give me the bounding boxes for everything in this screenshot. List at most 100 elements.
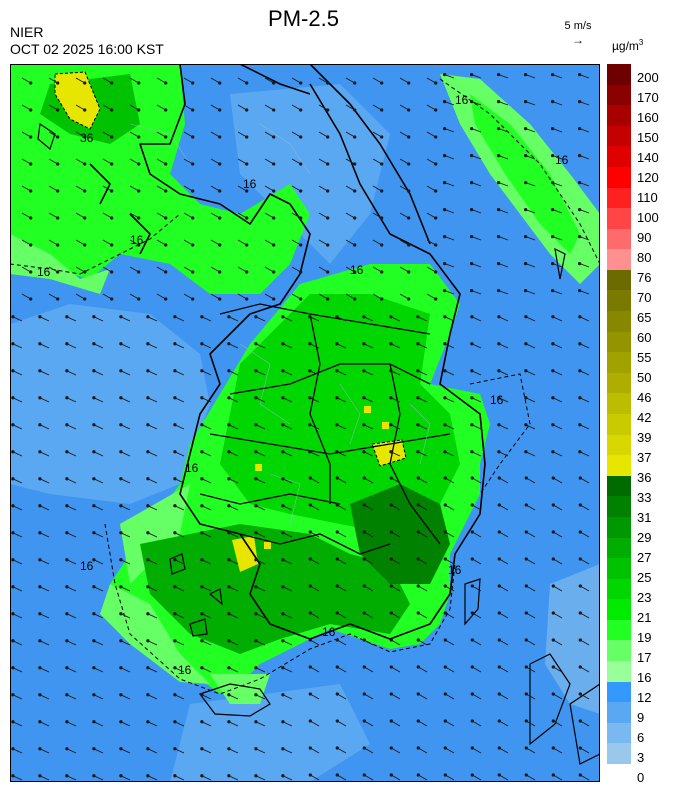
wind-vector-arrow-icon	[282, 640, 293, 646]
wind-vector-arrow-icon	[291, 77, 301, 84]
wind-vector-arrow-icon	[472, 585, 482, 592]
wind-vector-arrow-icon	[201, 613, 212, 619]
wind-vector-head-icon	[497, 746, 501, 750]
wind-vector-head-icon	[38, 720, 42, 724]
wind-vector-head-icon	[29, 216, 33, 220]
wind-vector-head-icon	[577, 288, 582, 293]
wind-vector-arrow-icon	[580, 531, 590, 538]
wind-vector-head-icon	[245, 243, 249, 247]
wind-vector-head-icon	[353, 216, 357, 220]
wind-vector-head-icon	[119, 747, 123, 751]
wind-vector-arrow-icon	[156, 104, 166, 111]
wind-vector-head-icon	[380, 81, 384, 85]
legend-swatch	[607, 516, 631, 539]
wind-vector-arrow-icon	[418, 558, 428, 565]
wind-vector-arrow-icon	[39, 748, 50, 754]
wind-vector-arrow-icon	[552, 182, 563, 187]
wind-vector-head-icon	[272, 108, 276, 112]
wind-reference: 5 m/s →	[560, 20, 596, 46]
wind-vector-arrow-icon	[12, 532, 23, 538]
legend-swatch	[607, 84, 631, 106]
wind-vector-head-icon	[523, 153, 528, 158]
wind-vector-arrow-icon	[21, 293, 31, 300]
wind-vector-arrow-icon	[201, 478, 212, 484]
wind-vector-head-icon	[470, 530, 474, 534]
wind-vector-head-icon	[443, 503, 447, 507]
wind-vector-arrow-icon	[39, 694, 50, 700]
wind-vector-arrow-icon	[255, 586, 266, 592]
wind-vector-head-icon	[146, 504, 150, 508]
wind-vector-arrow-icon	[337, 531, 347, 538]
wind-vector-head-icon	[299, 243, 303, 247]
wind-vector-arrow-icon	[525, 316, 536, 322]
wind-vector-head-icon	[523, 72, 528, 77]
wind-vector-head-icon	[281, 342, 285, 346]
wind-vector-head-icon	[227, 639, 231, 643]
wind-vector-head-icon	[299, 297, 303, 301]
wind-vector-head-icon	[550, 288, 555, 293]
wind-vector-arrow-icon	[417, 370, 428, 376]
wind-vector-head-icon	[389, 719, 393, 723]
wind-vector-arrow-icon	[174, 721, 185, 727]
wind-vector-arrow-icon	[228, 424, 239, 430]
wind-vector-arrow-icon	[498, 128, 509, 133]
wind-vector-arrow-icon	[156, 185, 166, 192]
wind-vector-head-icon	[200, 666, 204, 670]
wind-vector-arrow-icon	[156, 212, 166, 219]
wind-vector-head-icon	[380, 108, 384, 112]
wind-vector-head-icon	[92, 477, 96, 481]
wind-vector-head-icon	[254, 612, 258, 616]
wind-vector-head-icon	[272, 81, 276, 85]
wind-vector-arrow-icon	[39, 640, 50, 646]
wind-vector-head-icon	[389, 476, 393, 480]
wind-vector-head-icon	[577, 72, 582, 77]
wind-vector-head-icon	[578, 476, 582, 480]
wind-vector-arrow-icon	[210, 131, 220, 138]
wind-vector-head-icon	[577, 261, 582, 266]
legend-label: 140	[637, 150, 659, 165]
wind-vector-head-icon	[308, 719, 312, 723]
wind-vector-head-icon	[308, 423, 312, 427]
hotspot-cell	[382, 422, 389, 429]
wind-vector-head-icon	[470, 584, 474, 588]
wind-vector-arrow-icon	[345, 293, 355, 300]
wind-vector-arrow-icon	[444, 101, 455, 106]
wind-vector-head-icon	[496, 207, 501, 212]
wind-vector-arrow-icon	[525, 74, 536, 79]
wind-vector-head-icon	[335, 773, 339, 777]
hotspot-southeast	[371, 439, 407, 467]
wind-vector-arrow-icon	[553, 693, 563, 700]
wind-vector-head-icon	[308, 557, 312, 561]
wind-vector-head-icon	[299, 270, 303, 274]
wind-vector-arrow-icon	[291, 185, 301, 192]
wind-vector-arrow-icon	[445, 747, 455, 754]
wind-vector-arrow-icon	[444, 263, 455, 268]
wind-vector-head-icon	[146, 585, 150, 589]
wind-vector-arrow-icon	[12, 694, 23, 700]
wind-vector-arrow-icon	[120, 748, 131, 754]
wind-vector-head-icon	[497, 773, 501, 777]
wind-vector-arrow-icon	[426, 185, 436, 192]
wind-vector-head-icon	[550, 261, 555, 266]
wind-vector-arrow-icon	[418, 477, 428, 484]
wind-vector-head-icon	[551, 342, 555, 346]
wind-vector-head-icon	[254, 585, 258, 589]
contour-labels: 16 16 16 16 16 16 16 16 16 16 16 16 36	[37, 93, 569, 677]
wind-vector-arrow-icon	[210, 212, 220, 219]
wind-vector-head-icon	[227, 504, 231, 508]
wind-vector-head-icon	[164, 243, 168, 247]
wind-vector-arrow-icon	[499, 774, 509, 781]
wind-vector-head-icon	[29, 189, 33, 193]
wind-vector-arrow-icon	[498, 236, 509, 241]
wind-vector-head-icon	[281, 396, 285, 400]
wind-vector-arrow-icon	[525, 182, 536, 187]
legend-label: 70	[637, 290, 652, 305]
wind-vector-arrow-icon	[201, 775, 212, 781]
wind-vector-head-icon	[227, 693, 231, 697]
wind-vector-arrow-icon	[210, 158, 220, 165]
wind-vector-head-icon	[434, 297, 438, 301]
contour-label: 16	[185, 461, 199, 475]
wind-vector-arrow-icon	[579, 74, 590, 79]
wind-vector-arrow-icon	[526, 558, 536, 565]
contour-label: 16	[490, 393, 504, 407]
